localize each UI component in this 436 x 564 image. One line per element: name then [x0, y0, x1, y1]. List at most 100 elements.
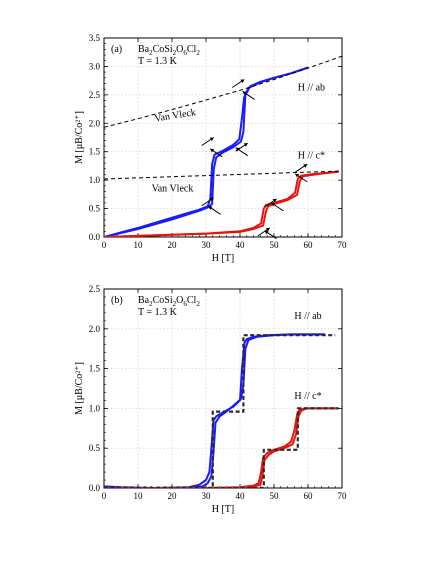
x-tick-label: 40 — [236, 240, 246, 250]
sweep-arrow — [201, 197, 214, 207]
series-line-5 — [104, 170, 342, 180]
x-tick-label: 10 — [134, 491, 144, 501]
sweep-arrow — [294, 163, 308, 173]
arrow-head — [271, 202, 276, 207]
series-group — [104, 55, 342, 237]
x-axis-title: H [T] — [212, 504, 235, 515]
formula-part: Cl — [187, 44, 197, 55]
y-tick-label: 2.0 — [89, 324, 101, 334]
arrow-head — [209, 197, 214, 202]
y-tick-label: 3.0 — [89, 61, 101, 71]
series-line-0 — [104, 66, 309, 237]
x-tick-label: 0 — [102, 240, 107, 250]
sweep-arrow — [209, 148, 223, 158]
annotation: Van Vleck — [154, 107, 197, 124]
x-tick-label: 70 — [338, 491, 348, 501]
x-tick-label: 20 — [168, 240, 178, 250]
compound-formula: Ba2CoSi2O6Cl2 — [138, 44, 200, 57]
arrow-head — [208, 206, 213, 210]
formula-part: Ba — [138, 295, 150, 306]
formula-subscript: 2 — [173, 49, 177, 57]
series-line-3 — [104, 170, 339, 237]
formula-part: Cl — [187, 295, 197, 306]
panel-b: 0 10 20 30 40 50 60 70 0.0 0.5 1.0 1.5 2.0 2.5 H [T] M … — [74, 284, 347, 515]
y-tick-label: 0.0 — [89, 232, 101, 242]
annotation: H // c* — [294, 391, 321, 402]
formula-subscript: 6 — [183, 300, 187, 308]
y-tick-label: 1.5 — [89, 364, 101, 374]
formula-subscript: 2 — [173, 300, 177, 308]
y-tick-label: 3.5 — [89, 33, 101, 43]
annotation: H // ab — [294, 311, 321, 322]
temperature-label: T = 1.3 K — [138, 56, 178, 67]
formula-part: CoSi — [153, 44, 173, 55]
x-tick-label: 70 — [338, 240, 348, 250]
sweep-arrow — [242, 91, 255, 100]
sweep-arrow — [235, 147, 248, 157]
series-line-0 — [104, 333, 325, 488]
x-tick-label: 20 — [168, 491, 178, 501]
sweep-arrow — [257, 227, 271, 237]
formula-part: O — [176, 295, 183, 306]
x-tick-label: 10 — [134, 240, 144, 250]
sweep-arrow — [271, 202, 284, 212]
formula-part: O — [176, 44, 183, 55]
panel-label: (a) — [111, 44, 122, 55]
panel-a: 0 10 20 30 40 50 60 70 0.0 0.5 1.0 1.5 2.0 2.5 3.0 3.5 H… — [74, 33, 347, 264]
formula-subscript: 2 — [149, 49, 153, 57]
y-tick-label: 2.5 — [89, 90, 101, 100]
annotation: H // ab — [298, 82, 325, 93]
series-group — [104, 333, 339, 488]
arrow-head — [243, 143, 248, 147]
arrow-head — [242, 91, 247, 96]
sweep-arrow — [264, 230, 277, 240]
x-axis-title: H [T] — [212, 253, 235, 264]
annotation: H // c* — [298, 151, 325, 162]
y-tick-label: 2.0 — [89, 118, 101, 128]
arrow-head — [264, 230, 269, 235]
sweep-arrow — [294, 173, 308, 183]
y-tick-label: 0.5 — [89, 204, 101, 214]
sweep-arrow — [232, 79, 245, 88]
sweep-arrow — [264, 198, 277, 208]
arrow-head — [209, 137, 214, 142]
y-axis-title: M [μB/Co²⁺] — [74, 111, 85, 164]
panel-label: (b) — [111, 295, 123, 306]
arrow-head — [265, 227, 270, 232]
formula-part: CoSi — [153, 295, 173, 306]
x-tick-label: 50 — [270, 491, 280, 501]
sweep-arrow — [208, 205, 221, 215]
formula-part: Ba — [138, 44, 150, 55]
y-tick-label: 1.0 — [89, 403, 101, 413]
arrow-head — [240, 79, 245, 84]
arrow-head — [235, 147, 240, 152]
formula-subscript: 6 — [183, 49, 187, 57]
y-tick-label: 2.5 — [89, 284, 101, 294]
plot-frame — [103, 37, 343, 238]
x-tick-label: 60 — [304, 491, 314, 501]
x-tick-label: 0 — [102, 491, 107, 501]
x-tick-label: 50 — [270, 240, 280, 250]
formula-subscript: 2 — [196, 300, 200, 308]
y-axis-title: M [μB/Co²⁺] — [74, 362, 85, 415]
x-tick-label: 60 — [304, 240, 314, 250]
y-tick-label: 0.0 — [89, 483, 101, 493]
annotation: Van Vleck — [152, 184, 194, 195]
arrow-head — [303, 164, 308, 168]
temperature-label: T = 1.3 K — [138, 307, 178, 318]
series-line-4 — [104, 334, 336, 488]
series-line-1 — [104, 333, 325, 488]
series-line-4 — [104, 55, 342, 128]
sweep-arrow — [201, 137, 214, 146]
formula-subscript: 2 — [196, 49, 200, 57]
x-tick-label: 30 — [202, 491, 212, 501]
y-tick-label: 1.0 — [89, 175, 101, 185]
x-tick-label: 30 — [202, 240, 212, 250]
series-line-5 — [104, 407, 339, 488]
x-tick-label: 40 — [236, 491, 246, 501]
formula-subscript: 2 — [149, 300, 153, 308]
y-tick-label: 0.5 — [89, 443, 101, 453]
arrow-head — [210, 148, 215, 153]
compound-formula: Ba2CoSi2O6Cl2 — [138, 295, 200, 308]
